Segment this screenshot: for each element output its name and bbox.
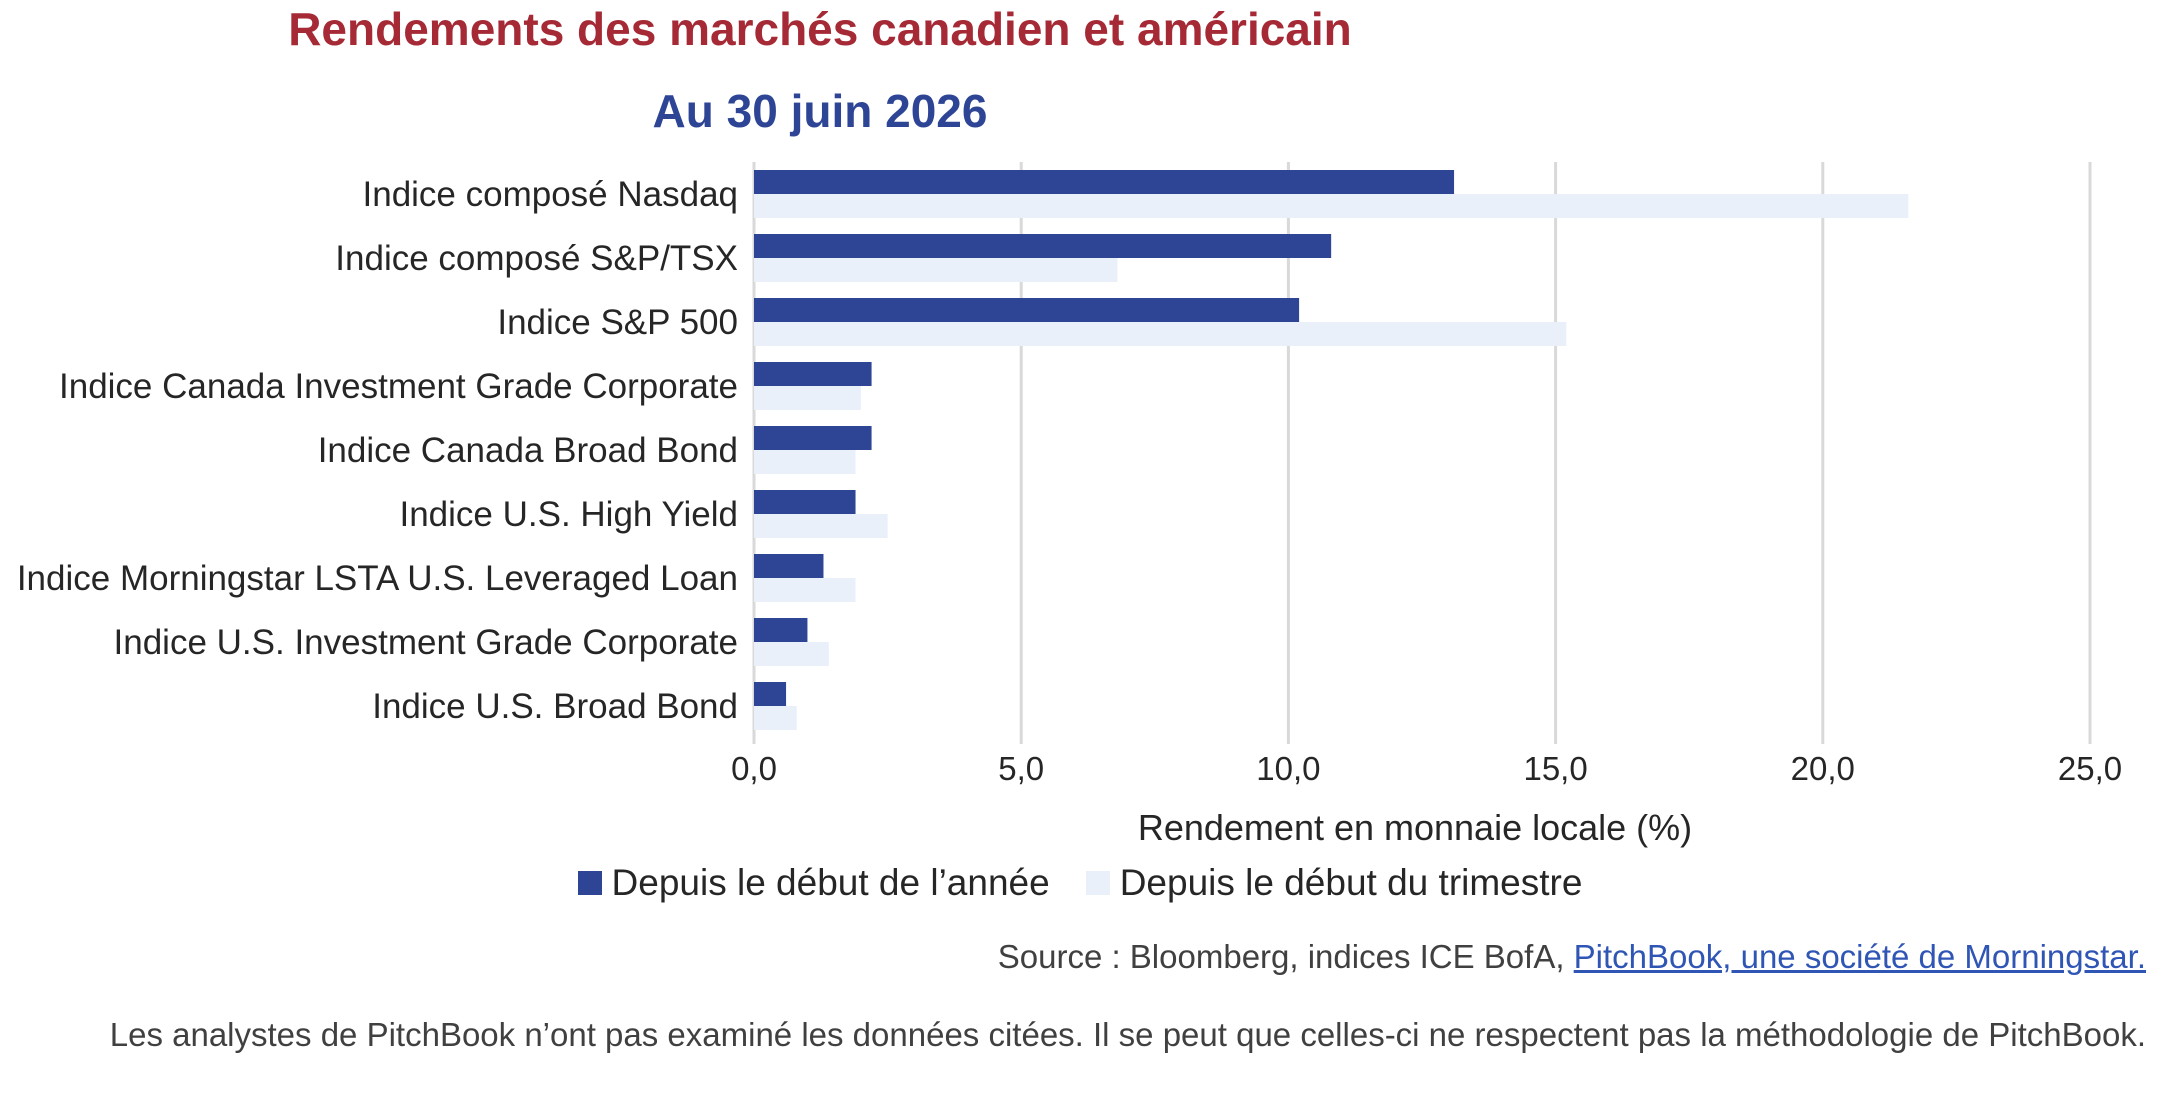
x-tick-label: 20,0 xyxy=(1791,750,1855,787)
bar-ytd xyxy=(754,554,824,578)
legend-label-qtd: Depuis le début du trimestre xyxy=(1119,862,1583,903)
bar-qtd xyxy=(754,514,888,538)
bar-ytd xyxy=(754,170,1455,194)
category-label: Indice Canada Investment Grade Corporate xyxy=(59,367,738,406)
source-link[interactable]: PitchBook, une société de Morningstar. xyxy=(1573,938,2146,975)
bar-chart: Indice composé Nasdaq Indice composé S&P/… xyxy=(17,162,2122,848)
x-axis-title: Rendement en monnaie locale (%) xyxy=(1138,807,1692,848)
bar-ytd xyxy=(754,298,1300,322)
x-tick-label: 5,0 xyxy=(998,750,1044,787)
x-tick-label: 10,0 xyxy=(1256,750,1320,787)
legend: Depuis le début de l’année Depuis le déb… xyxy=(0,862,2160,904)
category-label: Indice U.S. High Yield xyxy=(399,495,738,534)
bar-qtd xyxy=(754,322,1567,346)
legend-item-ytd: Depuis le début de l’année xyxy=(577,862,1050,904)
bar-qtd xyxy=(754,706,797,730)
legend-label-ytd: Depuis le début de l’année xyxy=(611,862,1050,903)
bar-qtd xyxy=(754,258,1118,282)
bar-ytd xyxy=(754,490,856,514)
bar-ytd xyxy=(754,426,872,450)
disclaimer-note: Les analystes de PitchBook n’ont pas exa… xyxy=(109,1016,2146,1053)
bars xyxy=(754,170,1909,730)
legend-item-qtd: Depuis le début du trimestre xyxy=(1085,862,1583,904)
x-tick-labels: 0,0 5,0 10,0 15,0 20,0 25,0 xyxy=(731,750,2122,787)
category-label: Indice U.S. Broad Bond xyxy=(372,687,738,726)
source-line: Source : Bloomberg, indices ICE BofA, Pi… xyxy=(998,938,2146,976)
x-tick-label: 15,0 xyxy=(1523,750,1587,787)
category-label: Indice composé S&P/TSX xyxy=(335,239,738,278)
bar-ytd xyxy=(754,682,787,706)
category-label: Indice U.S. Investment Grade Corporate xyxy=(114,623,738,662)
bar-qtd xyxy=(754,194,1909,218)
category-label: Indice Canada Broad Bond xyxy=(318,431,738,470)
x-tick-label: 25,0 xyxy=(2058,750,2122,787)
bar-qtd xyxy=(754,386,861,410)
category-labels: Indice composé Nasdaq Indice composé S&P/… xyxy=(17,175,738,726)
bar-ytd xyxy=(754,362,872,386)
bar-ytd xyxy=(754,234,1332,258)
legend-swatch-ytd xyxy=(577,871,602,895)
category-label: Indice Morningstar LSTA U.S. Leveraged L… xyxy=(17,559,738,598)
source-text: Source : Bloomberg, indices ICE BofA, xyxy=(997,938,1574,975)
chart-title: Rendements des marchés canadien et améri… xyxy=(288,3,1352,55)
chart-subtitle: Au 30 juin 2026 xyxy=(652,85,988,137)
bar-ytd xyxy=(754,618,808,642)
legend-swatch-qtd xyxy=(1085,871,1110,895)
bar-qtd xyxy=(754,450,856,474)
bar-qtd xyxy=(754,642,829,666)
category-label: Indice S&P 500 xyxy=(497,303,738,342)
category-label: Indice composé Nasdaq xyxy=(363,175,739,214)
x-tick-label: 0,0 xyxy=(731,750,777,787)
bar-qtd xyxy=(754,578,856,602)
